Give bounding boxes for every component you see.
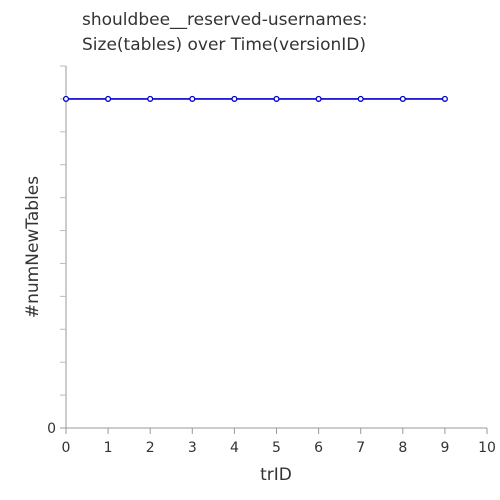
y-axis-label: #numNewTables xyxy=(23,176,43,318)
x-tick-label: 8 xyxy=(398,440,407,456)
x-axis-label: trID xyxy=(260,465,292,485)
y-ticks: 0 xyxy=(47,65,66,437)
x-tick-label: 4 xyxy=(230,440,239,456)
x-tick-label: 3 xyxy=(188,440,197,456)
y-tick-label: 0 xyxy=(47,421,56,437)
data-point xyxy=(105,95,112,102)
x-tick-label: 7 xyxy=(356,440,365,456)
x-tick-label: 10 xyxy=(478,440,496,456)
x-tick-label: 1 xyxy=(104,440,113,456)
x-tick-label: 5 xyxy=(272,440,281,456)
series-layer xyxy=(62,95,448,102)
chart-title-line-2: Size(tables) over Time(versionID) xyxy=(82,35,366,55)
data-point xyxy=(441,95,448,102)
data-point xyxy=(62,95,70,102)
x-tick-label: 9 xyxy=(440,440,449,456)
data-point xyxy=(147,95,154,102)
data-point xyxy=(231,95,238,102)
data-point xyxy=(315,95,322,102)
x-tick-label: 6 xyxy=(314,440,323,456)
x-tick-label: 2 xyxy=(146,440,155,456)
x-tick-label: 0 xyxy=(62,440,71,456)
x-ticks: 0 1 2 3 4 5 6 7 8 9 10 xyxy=(62,428,496,456)
data-point xyxy=(189,95,196,102)
data-point xyxy=(399,95,406,102)
data-point xyxy=(357,95,364,102)
data-point xyxy=(273,95,280,102)
chart-title-line-1: shouldbee__reserved-usernames: xyxy=(82,10,367,30)
